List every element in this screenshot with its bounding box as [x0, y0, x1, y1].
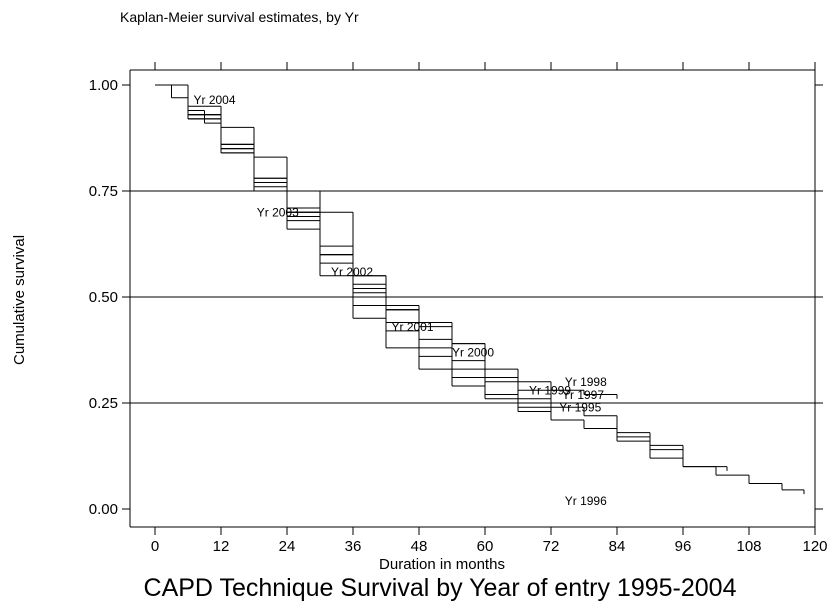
x-tick-label: 48	[411, 538, 428, 555]
series-label: Yr 1997	[562, 388, 604, 402]
series-label: Yr 2002	[331, 265, 373, 279]
series-label: Yr 1995	[559, 400, 601, 414]
chart-title: Kaplan-Meier survival estimates, by Yr	[120, 9, 359, 25]
y-tick-label: 0.25	[89, 395, 118, 412]
series-label: Yr 2000	[452, 345, 494, 359]
x-tick-label: 96	[675, 538, 692, 555]
y-tick-label: 0.00	[89, 501, 118, 518]
y-axis-label: Cumulative survival	[11, 235, 28, 365]
caption: CAPD Technique Survival by Year of entry…	[144, 574, 737, 602]
series-label: Yr 2004	[194, 93, 236, 107]
x-axis-label: Duration in months	[379, 556, 505, 573]
x-tick-label: 60	[477, 538, 494, 555]
x-tick-label: 12	[213, 538, 230, 555]
y-tick-label: 1.00	[89, 77, 118, 94]
x-tick-label: 72	[543, 538, 560, 555]
series-label: Yr 1998	[565, 375, 607, 389]
series-label: Yr 1999	[529, 384, 571, 398]
y-tick-label: 0.75	[89, 183, 118, 200]
x-tick-label: 84	[609, 538, 626, 555]
x-tick-label: 120	[802, 538, 827, 555]
x-tick-label: 24	[279, 538, 296, 555]
y-tick-label: 0.50	[89, 289, 118, 306]
x-tick-label: 36	[345, 538, 362, 555]
series-label: Yr 1996	[565, 494, 607, 508]
x-tick-label: 0	[151, 538, 159, 555]
x-tick-label: 108	[736, 538, 761, 555]
